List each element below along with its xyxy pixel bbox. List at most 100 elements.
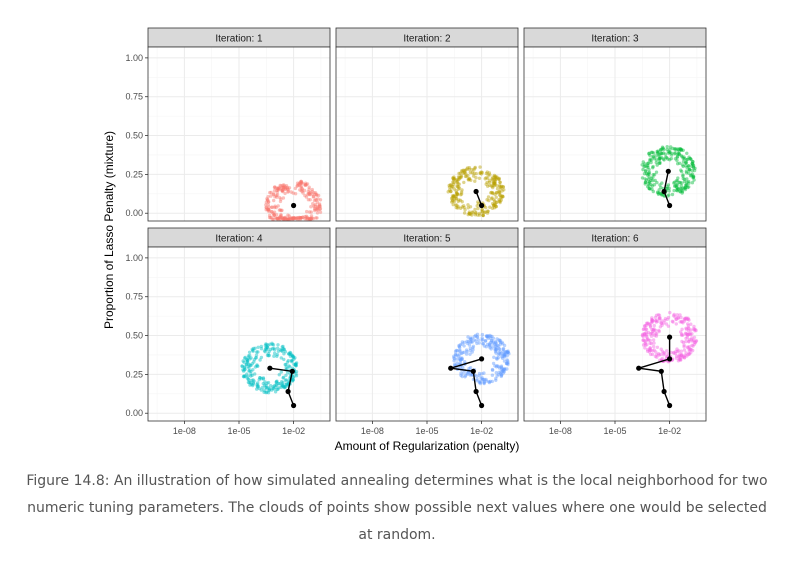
candidate-point [249,382,254,386]
candidate-point [452,354,456,358]
candidate-point [657,154,661,158]
candidate-point [482,381,486,386]
candidate-point [310,187,314,192]
candidate-point [462,344,466,348]
facet-title: Iteration: 5 [403,234,451,245]
candidate-point [262,388,266,393]
candidate-point [475,377,479,381]
candidate-point [283,384,287,389]
candidate-point [300,189,304,193]
candidate-point [679,332,684,336]
candidate-point [692,168,697,173]
candidate-point [267,209,271,214]
candidate-point [651,189,655,194]
candidate-point [682,177,687,181]
candidate-point [294,364,298,368]
candidate-point [267,213,272,218]
candidate-point [298,216,303,220]
candidate-point [281,376,285,380]
candidate-point [495,184,499,188]
candidate-point [676,187,681,191]
candidate-point [468,212,473,216]
candidate-point [452,194,456,198]
candidate-point [644,330,648,334]
candidate-point [478,380,483,385]
candidate-point [272,348,277,352]
candidate-point [489,334,493,339]
candidate-point [498,193,502,197]
candidate-point [305,182,310,186]
candidate-point [661,151,666,155]
candidate-point [267,215,272,220]
candidate-point [685,335,689,339]
candidate-point [668,150,672,155]
candidate-point [314,216,318,220]
candidate-point [492,181,496,186]
search-path-point [473,388,479,395]
candidate-point [317,204,322,209]
candidate-point [256,364,260,368]
candidate-point [309,217,314,221]
candidate-point [643,324,647,328]
candidate-point [281,381,285,385]
candidate-point [494,204,498,209]
candidate-point [454,205,458,210]
candidate-point [657,316,661,321]
candidate-point [472,168,476,172]
candidate-point [493,181,497,185]
candidate-point [488,343,492,347]
candidate-point [654,350,658,354]
candidate-point [468,170,472,175]
candidate-point [654,319,658,323]
candidate-point [272,185,277,190]
candidate-point [274,186,278,190]
candidate-point [663,152,668,156]
candidate-point [675,154,680,159]
candidate-point [280,349,284,353]
candidate-point [311,195,316,199]
candidate-point [299,185,303,189]
candidate-point [458,348,462,352]
candidate-point [499,196,503,200]
candidate-point [681,333,685,337]
candidate-point [486,173,490,177]
candidate-point [457,182,461,186]
candidate-point [284,373,288,377]
candidate-point [447,185,452,189]
candidate-point [493,364,497,368]
candidate-point [491,180,495,184]
candidate-point [275,387,279,392]
candidate-point [277,381,281,386]
candidate-point [679,187,684,191]
candidate-point [658,325,663,329]
candidate-point [487,380,491,384]
search-path-point [289,368,295,374]
candidate-point [281,189,285,194]
candidate-point [455,184,459,188]
candidate-point [263,380,267,384]
candidate-point [646,338,651,342]
candidate-point [498,183,502,188]
candidate-point [283,217,288,221]
candidate-point [450,194,455,198]
candidate-point [450,198,455,202]
candidate-point [268,190,272,195]
candidate-point [647,152,651,156]
candidate-point [457,343,461,348]
candidate-point [280,189,284,193]
candidate-point [682,345,686,349]
candidate-point [452,356,456,360]
candidate-point [309,216,313,220]
candidate-point [283,385,287,389]
candidate-point [660,181,664,185]
candidate-point [658,161,662,165]
candidate-point [292,357,296,361]
candidate-point [502,367,506,372]
candidate-point [463,168,468,173]
candidate-point [688,332,693,337]
candidate-point [452,194,456,198]
candidate-point [653,333,657,338]
candidate-point [258,376,262,380]
candidate-point [469,178,473,182]
candidate-point [680,169,684,174]
